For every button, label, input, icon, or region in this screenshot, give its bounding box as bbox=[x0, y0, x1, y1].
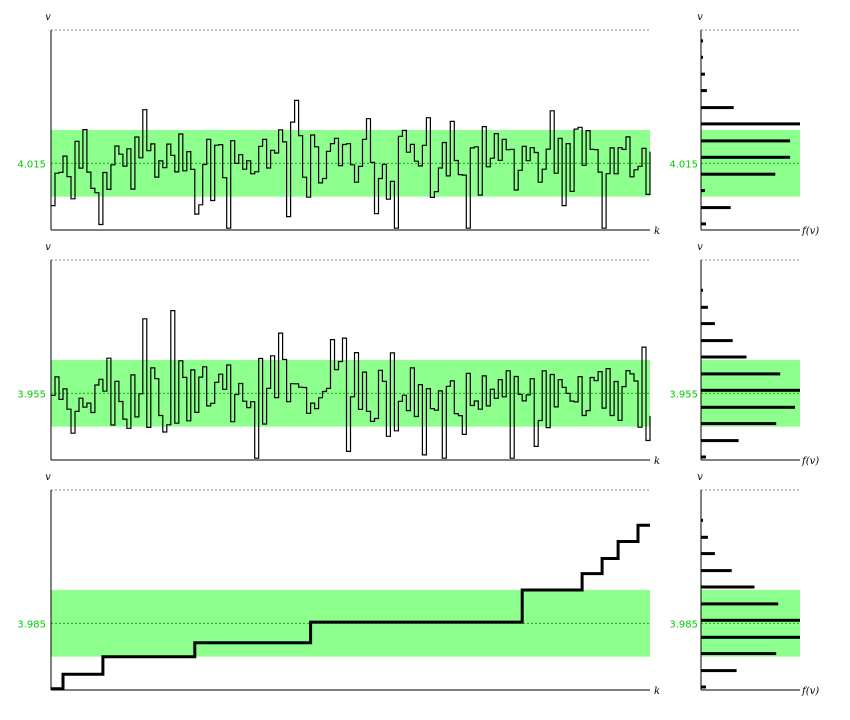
hist-bar bbox=[701, 372, 781, 376]
hist-bar bbox=[701, 585, 755, 589]
trace-line bbox=[51, 99, 651, 229]
hist-bar bbox=[701, 455, 706, 459]
trace-y-label: v bbox=[45, 12, 51, 23]
hist-bar bbox=[701, 89, 707, 93]
hist-bar bbox=[701, 189, 705, 193]
hist-bar bbox=[701, 355, 747, 359]
hist-y-label: v bbox=[697, 12, 703, 23]
hist-bar bbox=[701, 106, 734, 110]
trace-x-label: k bbox=[654, 686, 660, 697]
panel-2: v k 3.955 v f(v) 3.955 bbox=[17, 242, 819, 467]
hist-x-label: f(v) bbox=[801, 226, 819, 237]
hist-bar bbox=[701, 39, 703, 43]
hist-mean-tick-label: 3.985 bbox=[669, 619, 698, 630]
hist-bar bbox=[701, 322, 715, 326]
trace-mean-tick-label: 3.955 bbox=[17, 389, 46, 400]
hist-bar bbox=[701, 602, 779, 606]
hist-mean-tick-label: 3.955 bbox=[669, 389, 698, 400]
trace-y-label: v bbox=[45, 242, 51, 253]
hist-bar bbox=[701, 206, 731, 210]
hist-bar bbox=[701, 422, 777, 426]
hist-bar bbox=[701, 518, 703, 522]
hist-bar bbox=[701, 569, 732, 573]
trace-line bbox=[51, 523, 650, 691]
hist-bar bbox=[701, 669, 737, 673]
trace-y-label: v bbox=[45, 472, 51, 483]
hist-bar bbox=[701, 288, 703, 292]
trace-x-label: k bbox=[654, 456, 660, 467]
hist-bar bbox=[701, 388, 800, 392]
hist-y-label: v bbox=[697, 242, 703, 253]
hist-bar bbox=[701, 72, 705, 76]
trace-line bbox=[51, 310, 651, 459]
hist-bar bbox=[701, 55, 703, 59]
hist-bar bbox=[701, 305, 708, 309]
hist-bar bbox=[701, 155, 791, 159]
hist-x-label: f(v) bbox=[801, 456, 819, 467]
hist-bar bbox=[701, 552, 715, 556]
hist-bar bbox=[701, 405, 795, 409]
hist-bar bbox=[701, 172, 776, 176]
hist-bar bbox=[701, 122, 800, 126]
trace-mean-tick-label: 4.015 bbox=[17, 159, 46, 170]
hist-bar bbox=[701, 339, 733, 343]
trace-x-label: k bbox=[654, 226, 660, 237]
hist-x-label: f(v) bbox=[801, 686, 819, 697]
hist-bar bbox=[701, 139, 791, 143]
hist-bar bbox=[701, 535, 708, 539]
hist-mean-tick-label: 4.015 bbox=[669, 159, 698, 170]
hist-bar bbox=[701, 685, 706, 689]
hist-y-label: v bbox=[697, 472, 703, 483]
hist-bar bbox=[701, 439, 739, 443]
hist-bar bbox=[701, 222, 706, 226]
hist-bar bbox=[701, 652, 777, 656]
panel-3: v k 3.985 v f(v) 3.985 bbox=[17, 472, 819, 697]
panel-1: v k 4.015 v f(v) 4.015 bbox=[17, 12, 819, 237]
hist-bar bbox=[701, 635, 800, 639]
trace-mean-tick-label: 3.985 bbox=[17, 619, 46, 630]
hist-bar bbox=[701, 618, 800, 622]
